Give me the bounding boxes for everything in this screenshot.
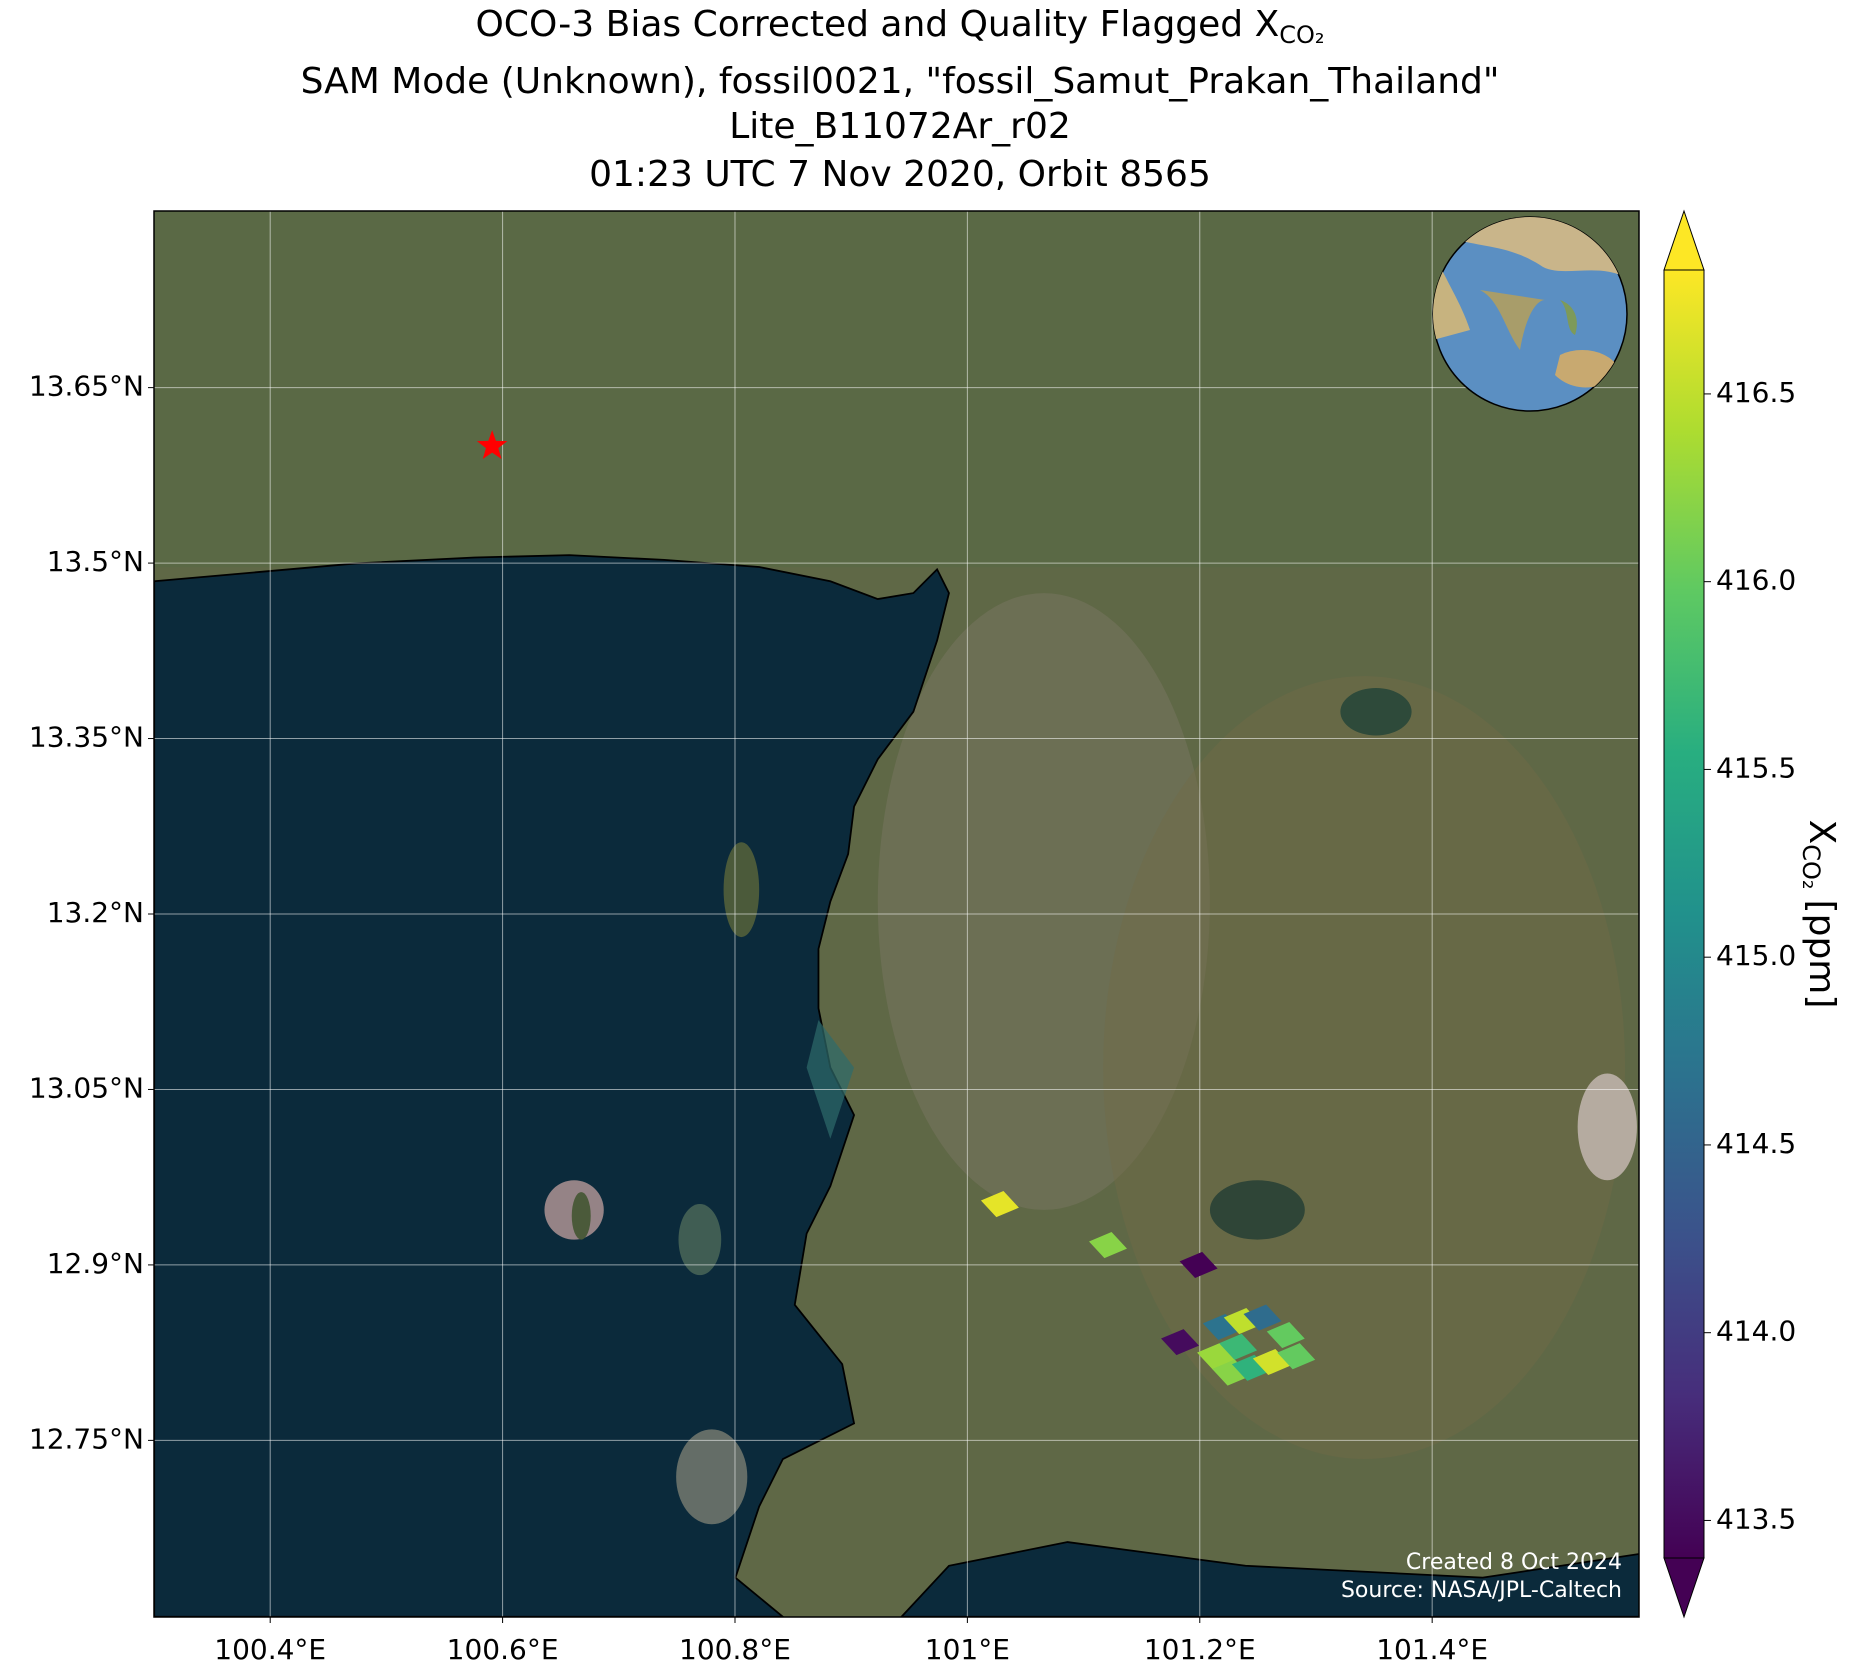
sounding xyxy=(1266,1322,1305,1349)
y-tick-label: 12.9°N xyxy=(47,1247,144,1280)
title-line: Lite_B11072Ar_r02 xyxy=(729,106,1071,147)
globe-inset xyxy=(1432,216,1628,412)
sounding xyxy=(1179,1251,1218,1278)
x-tick-label: 100.8°E xyxy=(679,1633,791,1666)
x-tick-label: 101.4°E xyxy=(1376,1633,1488,1666)
colorbar-tick-label: 415.5 xyxy=(1716,751,1796,784)
colorbar-extend-bottom xyxy=(1663,1557,1705,1619)
sounding xyxy=(1243,1304,1282,1331)
x-tick-label: 101.2°E xyxy=(1144,1633,1256,1666)
colorbar-label-text: X xyxy=(1801,820,1842,845)
colorbar-tick-label: 413.5 xyxy=(1716,1502,1796,1535)
colorbar-extend-top xyxy=(1663,209,1705,271)
title-subscript: CO₂ xyxy=(1279,21,1324,49)
x-tick-label: 101°E xyxy=(925,1633,1010,1666)
grid xyxy=(154,211,1639,1617)
y-tick-label: 13.35°N xyxy=(29,721,144,754)
x-tick-label: 100.4°E xyxy=(214,1633,326,1666)
colorbar-tick-label: 414.0 xyxy=(1716,1315,1796,1348)
sounding xyxy=(1219,1333,1258,1360)
x-tick-label: 100.6°E xyxy=(447,1633,559,1666)
colorbar-label-sub: CO₂ xyxy=(1797,844,1825,889)
y-tick-label: 13.2°N xyxy=(47,896,144,929)
title-text: OCO-3 Bias Corrected and Quality Flagged… xyxy=(475,4,1279,45)
sea xyxy=(900,1541,1639,1617)
terrain xyxy=(154,211,1639,1617)
title-line: 01:23 UTC 7 Nov 2020, Orbit 8565 xyxy=(589,154,1211,195)
sounding xyxy=(980,1191,1019,1218)
annotation: Created 8 Oct 2024 xyxy=(1406,1550,1622,1575)
soundings xyxy=(476,430,1316,1386)
sounding xyxy=(1277,1343,1316,1370)
colorbar-body xyxy=(1663,269,1705,1559)
colorbar-tick-label: 416.0 xyxy=(1716,564,1796,597)
y-tick-label: 12.75°N xyxy=(29,1422,144,1455)
y-tick-label: 13.05°N xyxy=(29,1071,144,1104)
sounding xyxy=(1088,1231,1127,1259)
sounding xyxy=(1161,1329,1200,1356)
y-tick-label: 13.5°N xyxy=(47,545,144,578)
title-line: OCO-3 Bias Corrected and Quality Flagged… xyxy=(475,4,1324,49)
colorbar-tick-label: 414.5 xyxy=(1716,1127,1796,1160)
annotation: Source: NASA/JPL-Caltech xyxy=(1341,1578,1622,1603)
sea xyxy=(154,554,950,1617)
colorbar-tick-label: 415.0 xyxy=(1716,939,1796,972)
y-tick-label: 13.65°N xyxy=(29,370,144,403)
title-line: SAM Mode (Unknown), fossil0021, "fossil_… xyxy=(301,61,1500,102)
colorbar-label: XCO₂ [ppm] xyxy=(1797,820,1842,1009)
colorbar: 413.5 414.0 414.5 415.0 415.5 416.0 416.5 xyxy=(1663,209,1796,1619)
site-star xyxy=(476,430,508,460)
colorbar-label-unit: [ppm] xyxy=(1801,900,1842,1009)
colorbar-tick-label: 416.5 xyxy=(1716,376,1796,409)
